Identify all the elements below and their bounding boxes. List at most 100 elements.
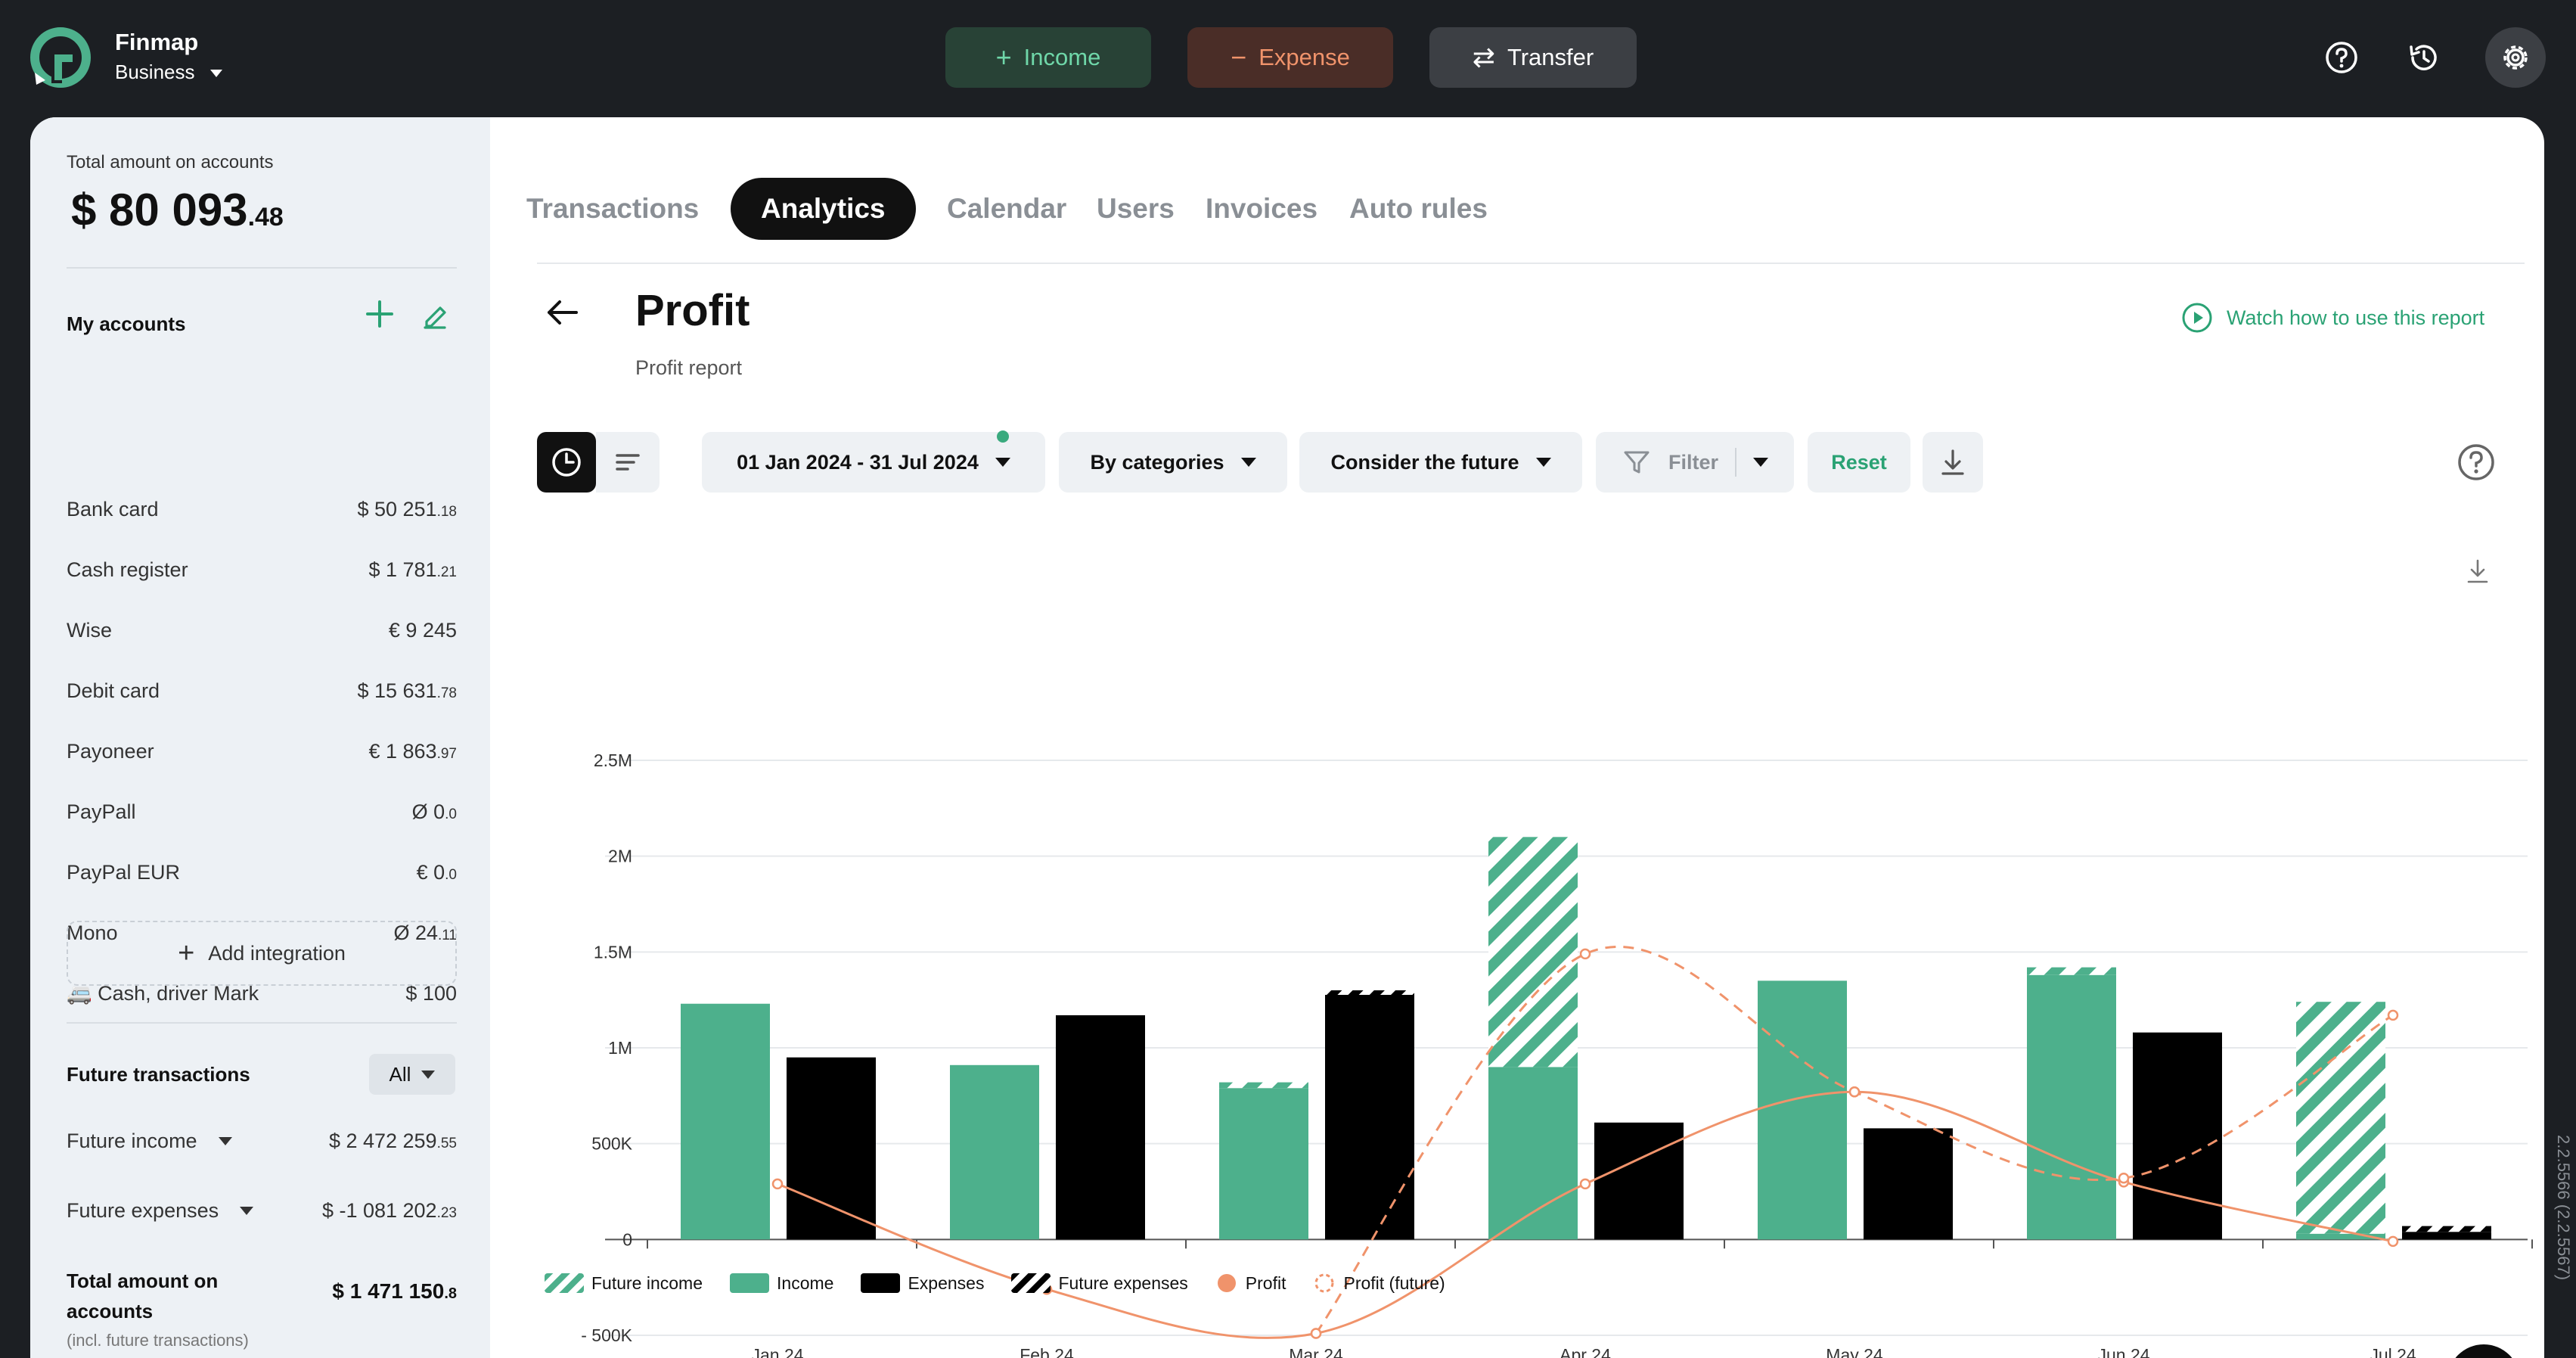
history-button[interactable]: [2402, 36, 2444, 79]
settings-button[interactable]: [2485, 27, 2546, 88]
account-row[interactable]: Cash register $ 1 781.21: [67, 555, 457, 585]
help-icon: [2326, 42, 2357, 73]
account-name: 🚐 Cash, driver Mark: [67, 982, 259, 1005]
chevron-down-icon[interactable]: [1753, 458, 1768, 467]
finmap-logo-icon[interactable]: [29, 26, 92, 89]
total-amount-cents: .48: [247, 203, 284, 232]
future-expenses-row[interactable]: Future expenses $ -1 081 202.23: [67, 1199, 457, 1223]
y-tick-label: 1.5M: [594, 942, 632, 962]
legend-label: Future expenses: [1058, 1273, 1188, 1293]
future-filter-dropdown[interactable]: All: [369, 1054, 455, 1095]
y-tick-label: 500K: [591, 1134, 632, 1154]
group-by-value: By categories: [1090, 450, 1224, 474]
future-income-amount: $ 2 472 259.55: [328, 1130, 457, 1152]
plus-icon: +: [178, 937, 195, 969]
list-view-toggle[interactable]: [596, 432, 660, 493]
profit-future-point: [2118, 1173, 2130, 1184]
account-amount: € 0.0: [416, 860, 457, 884]
x-axis: Jan 24 Feb 24 Mar 24 Apr 24 May 24 Jun 24 Jul …: [751, 1345, 2416, 1358]
legend-item[interactable]: Expenses: [861, 1273, 984, 1294]
account-row[interactable]: PayPal EUR € 0.0: [67, 857, 457, 887]
tab-invoices[interactable]: Invoices: [1206, 193, 1318, 224]
future-income-row[interactable]: Future income $ 2 472 259.55: [67, 1130, 457, 1153]
expense-bar: [1056, 1015, 1145, 1240]
legend-item[interactable]: Profit (future): [1313, 1272, 1445, 1294]
download-icon: [1941, 449, 1964, 475]
group-by-dropdown[interactable]: By categories: [1059, 432, 1287, 493]
page-subtitle: Profit report: [635, 356, 743, 379]
account-row[interactable]: Wise € 9 245: [67, 615, 457, 645]
expense-button[interactable]: − Expense: [1187, 27, 1393, 88]
workspace-selector[interactable]: Business: [115, 61, 195, 83]
account-amount: $ 50 251.18: [357, 497, 457, 521]
filter-button[interactable]: Filter: [1596, 432, 1794, 493]
x-tick-label: Jul 24: [2370, 1345, 2416, 1358]
account-row[interactable]: Bank card $ 50 251.18: [67, 494, 457, 524]
legend-item[interactable]: Income: [730, 1273, 833, 1294]
expense-bar: [1325, 994, 1414, 1240]
future-filter-value: All: [389, 1062, 411, 1086]
account-amount: Ø 0.0: [411, 800, 457, 823]
account-amount: $ 1 781.21: [368, 558, 457, 581]
date-range-value: 01 Jan 2024 - 31 Jul 2024: [737, 450, 979, 474]
add-integration-button[interactable]: + Add integration: [67, 921, 457, 986]
tab-auto-rules[interactable]: Auto rules: [1349, 193, 1488, 224]
legend-label: Future income: [591, 1273, 703, 1293]
legend-item[interactable]: Profit: [1215, 1272, 1286, 1294]
account-row[interactable]: Payoneer € 1 863.97: [67, 736, 457, 766]
reset-button[interactable]: Reset: [1808, 432, 1910, 493]
tab-analytics[interactable]: Analytics: [731, 178, 916, 240]
date-range-dropdown[interactable]: 01 Jan 2024 - 31 Jul 2024: [702, 432, 1045, 493]
edit-accounts-icon[interactable]: [421, 300, 449, 329]
account-name: Debit card: [67, 679, 160, 702]
expense-bar: [2133, 1032, 2222, 1240]
download-button[interactable]: [1923, 432, 1983, 493]
income-bar: [1758, 980, 1847, 1240]
total-with-future-row: Total amount on accounts $ 1 471 150.8: [67, 1266, 457, 1326]
workspace-caret-icon[interactable]: [210, 70, 222, 77]
watch-tutorial-link[interactable]: Watch how to use this report: [2181, 302, 2484, 334]
play-circle-icon: [2182, 303, 2212, 333]
tab-calendar[interactable]: Calendar: [947, 193, 1067, 224]
app-version: 2.2.5566 (2.2.5567): [2554, 1135, 2573, 1281]
transfer-button[interactable]: ⇄ Transfer: [1429, 27, 1637, 88]
chart-view-toggle[interactable]: [537, 432, 596, 493]
total-with-future-amount: $ 1 471 150.8: [332, 1279, 457, 1303]
chevron-down-icon: [995, 458, 1010, 467]
future-mode-dropdown[interactable]: Consider the future: [1299, 432, 1582, 493]
legend-item[interactable]: Future income: [545, 1273, 703, 1294]
income-button[interactable]: + Income: [945, 27, 1151, 88]
chevron-down-icon[interactable]: [240, 1207, 254, 1215]
legend-swatch: [1313, 1272, 1336, 1294]
expense-bar: [1594, 1122, 1684, 1240]
tab-transactions[interactable]: Transactions: [526, 193, 700, 224]
transfer-icon: ⇄: [1472, 42, 1495, 73]
help-button[interactable]: [2320, 36, 2363, 79]
total-amount-main: $ 80 093: [71, 185, 248, 235]
profit-future-point: [1579, 948, 1591, 960]
account-amount: € 1 863.97: [368, 739, 457, 763]
chart-download-icon[interactable]: [2463, 556, 2493, 586]
report-help-icon[interactable]: [2455, 441, 2497, 483]
add-account-icon[interactable]: [365, 299, 395, 329]
expense-button-label: Expense: [1259, 44, 1350, 70]
account-row[interactable]: PayPall Ø 0.0: [67, 797, 457, 827]
income-bar: [1488, 1067, 1578, 1240]
top-bar: Finmap Business + Income − Expense ⇄ Tra…: [0, 0, 2576, 117]
account-row[interactable]: Debit card $ 15 631.78: [67, 676, 457, 706]
profit-future-point: [1310, 1328, 1322, 1339]
main-card: Total amount on accounts $ 80 093.48 My …: [30, 117, 2544, 1358]
chevron-down-icon[interactable]: [218, 1137, 232, 1145]
total-with-future-note: (incl. future transactions): [67, 1331, 249, 1350]
income-bar: [681, 1003, 770, 1240]
gear-icon: [2503, 45, 2528, 70]
back-arrow-icon[interactable]: [542, 291, 584, 334]
y-tick-label: 2M: [608, 847, 632, 866]
y-axis: 2.5M 2M 1.5M 1M 500K 0 - 500K: [581, 750, 632, 1345]
profit-point: [1579, 1178, 1591, 1190]
future-expense-bar: [1325, 990, 1414, 995]
tab-users[interactable]: Users: [1097, 193, 1175, 224]
my-accounts-title: My accounts: [67, 312, 186, 335]
legend-item[interactable]: Future expenses: [1011, 1273, 1188, 1294]
filter-label: Filter: [1668, 450, 1718, 474]
